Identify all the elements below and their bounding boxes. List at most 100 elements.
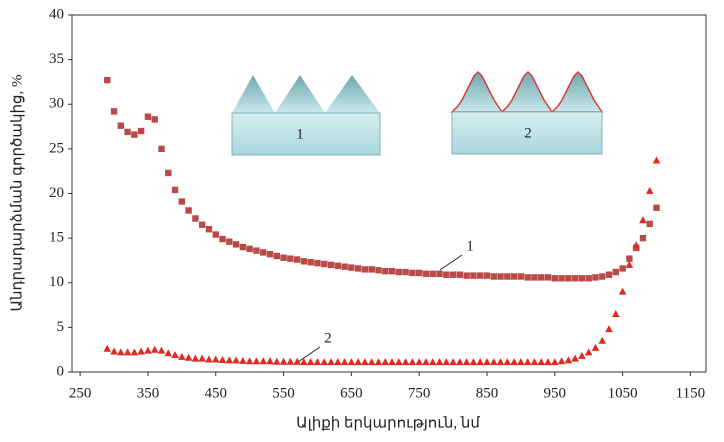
y-tick-label: 35 xyxy=(49,51,64,67)
point xyxy=(211,355,220,363)
point xyxy=(286,357,295,365)
point xyxy=(232,356,240,364)
point xyxy=(354,358,362,366)
point xyxy=(462,358,471,366)
y-tick-label: 10 xyxy=(49,274,64,290)
point xyxy=(381,358,390,366)
point xyxy=(273,252,280,260)
point xyxy=(415,269,423,277)
point xyxy=(131,131,138,138)
point xyxy=(184,353,193,361)
point xyxy=(226,238,233,245)
point xyxy=(144,346,152,354)
point xyxy=(578,275,586,282)
point xyxy=(612,268,620,276)
point xyxy=(442,358,451,366)
point xyxy=(340,358,349,366)
point xyxy=(225,356,234,364)
point xyxy=(592,274,599,281)
point xyxy=(164,349,173,357)
point xyxy=(388,358,396,366)
point xyxy=(632,241,640,249)
annotation: 1 xyxy=(466,238,474,254)
point xyxy=(626,255,633,262)
leader-line xyxy=(439,254,463,271)
x-tick-label: 350 xyxy=(137,385,160,401)
point xyxy=(219,235,226,243)
annotation: 2 xyxy=(324,330,332,346)
y-tick-label: 25 xyxy=(49,140,64,156)
point xyxy=(348,264,355,271)
point xyxy=(253,247,260,254)
point xyxy=(354,265,362,272)
inset-label: 2 xyxy=(524,125,532,141)
point xyxy=(178,352,186,360)
point xyxy=(646,220,653,228)
point xyxy=(300,358,308,366)
point xyxy=(388,267,396,275)
point xyxy=(653,204,660,211)
point xyxy=(591,343,600,351)
point xyxy=(645,186,654,194)
point xyxy=(375,267,382,274)
point xyxy=(402,268,409,276)
point xyxy=(544,358,552,366)
point xyxy=(625,260,634,268)
point xyxy=(280,254,287,261)
point xyxy=(260,249,267,256)
point xyxy=(246,245,253,253)
point xyxy=(477,272,484,279)
point xyxy=(605,325,613,333)
point xyxy=(320,358,329,366)
point xyxy=(117,348,125,356)
y-tick-label: 15 xyxy=(49,230,64,246)
y-axis-title: Անդրադարձման գործակից, % xyxy=(9,75,25,312)
point xyxy=(124,128,131,136)
point xyxy=(110,347,118,355)
point xyxy=(307,259,314,266)
point xyxy=(538,274,545,281)
point xyxy=(212,231,219,238)
point xyxy=(428,358,437,366)
point xyxy=(395,358,403,366)
point xyxy=(544,274,552,281)
point xyxy=(334,358,342,366)
x-tick-label: 550 xyxy=(272,385,295,401)
x-tick-label: 1150 xyxy=(676,385,705,401)
point xyxy=(245,357,254,365)
x-tick-label: 450 xyxy=(205,385,228,401)
point xyxy=(192,215,199,222)
x-tick-label: 950 xyxy=(544,385,567,401)
point xyxy=(531,274,538,281)
point xyxy=(476,358,485,366)
point xyxy=(117,122,125,129)
leader-line xyxy=(297,346,321,363)
point xyxy=(395,268,403,276)
point xyxy=(151,116,158,123)
point xyxy=(279,357,288,365)
point xyxy=(449,358,457,366)
point xyxy=(510,358,518,366)
y-tick-label: 20 xyxy=(49,185,64,201)
point xyxy=(435,358,444,366)
point xyxy=(130,348,139,356)
x-tick-label: 1050 xyxy=(608,385,638,401)
point xyxy=(510,273,518,280)
point xyxy=(639,234,647,242)
point xyxy=(463,272,470,279)
point xyxy=(401,358,410,366)
point xyxy=(306,358,315,366)
point xyxy=(137,127,145,135)
point xyxy=(137,347,145,355)
x-tick-label: 250 xyxy=(69,385,92,401)
inset-shape xyxy=(232,75,380,113)
point xyxy=(612,309,620,317)
point xyxy=(456,271,464,278)
point xyxy=(558,275,565,282)
point xyxy=(599,273,606,280)
point xyxy=(523,358,532,366)
point xyxy=(104,76,111,84)
point xyxy=(178,198,186,205)
point xyxy=(470,272,477,279)
